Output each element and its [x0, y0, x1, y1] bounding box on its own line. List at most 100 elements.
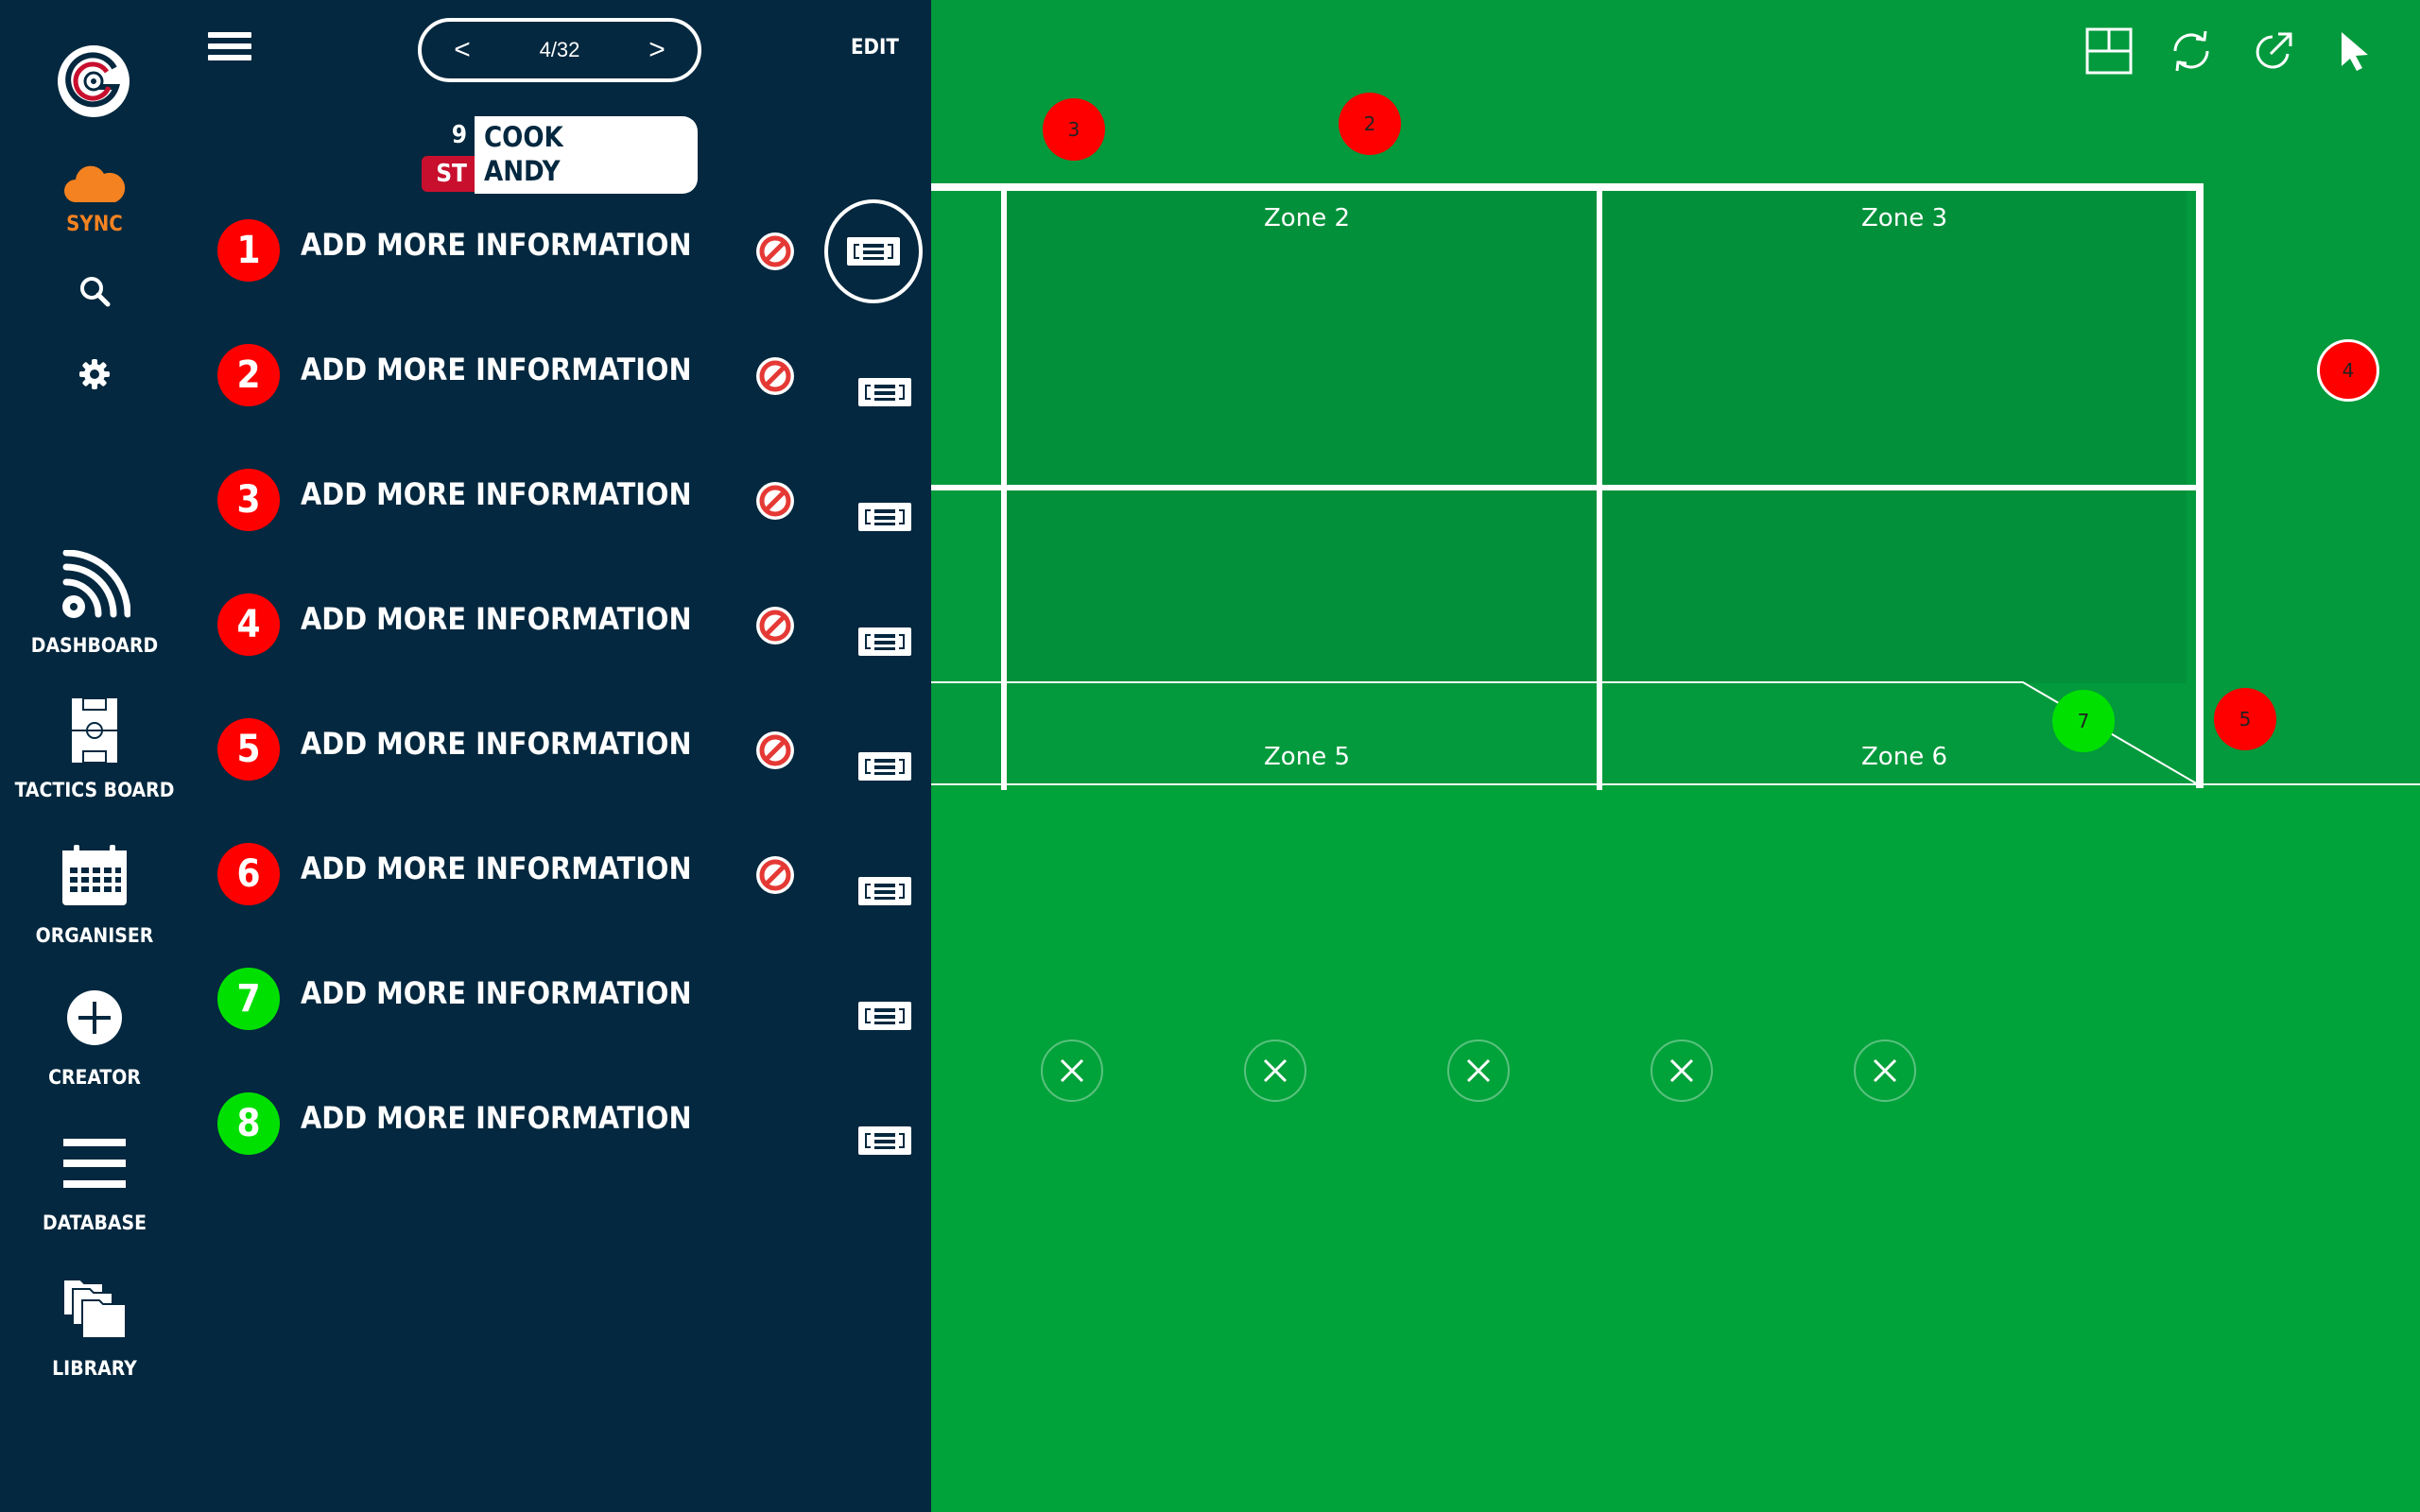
refresh-button[interactable] — [2165, 25, 2218, 77]
list-item[interactable]: 8 ADD MORE INFORMATION — [217, 1055, 926, 1179]
player-name: COOK ANDY — [475, 116, 698, 194]
zone-2-label: Zone 2 — [1264, 204, 1350, 232]
page-count: 4/32 — [539, 38, 580, 61]
settings-button[interactable] — [66, 346, 123, 403]
player-firstname: ANDY — [484, 155, 561, 187]
player-position: ST — [422, 156, 475, 192]
player-marker-2[interactable]: 2 — [1339, 93, 1401, 155]
nav-tactics-board[interactable]: TACTICS BOARD — [0, 688, 189, 801]
prohibit-icon[interactable] — [754, 854, 796, 896]
list-item[interactable]: 4 ADD MORE INFORMATION — [217, 556, 926, 680]
close-icon — [1669, 1058, 1694, 1083]
video-card-button[interactable] — [841, 1097, 928, 1184]
share-icon — [2256, 32, 2292, 69]
tactics-pitch[interactable]: Zone 2 Zone 3 Zone 5 Zone 6 3 2 4 7 5 — [931, 0, 2420, 1512]
empty-slot-button[interactable] — [1244, 1040, 1306, 1102]
list-item[interactable]: 1 ADD MORE INFORMATION — [217, 181, 926, 306]
menu-button[interactable] — [208, 32, 251, 66]
player-marker-7[interactable]: 7 — [2052, 690, 2115, 752]
empty-slot-button[interactable] — [1447, 1040, 1510, 1102]
item-add-info-text[interactable]: ADD MORE INFORMATION — [301, 352, 692, 387]
prohibit-icon[interactable] — [754, 355, 796, 397]
item-number-badge: 1 — [217, 219, 280, 282]
video-card-button[interactable] — [841, 723, 928, 810]
folders-icon — [0, 1266, 189, 1351]
search-button[interactable] — [66, 263, 123, 319]
plus-icon — [0, 975, 189, 1060]
next-button[interactable]: > — [648, 34, 666, 65]
empty-slot-button[interactable] — [1041, 1040, 1103, 1102]
prohibit-icon[interactable] — [754, 480, 796, 522]
sync-button[interactable]: SYNC — [55, 163, 134, 236]
nav-organiser[interactable]: ORGANISER — [0, 833, 189, 947]
video-card-icon — [858, 627, 911, 656]
video-card-button[interactable] — [841, 972, 928, 1059]
logo-icon — [61, 49, 126, 113]
item-number-badge: 4 — [217, 593, 280, 656]
calendar-icon — [0, 833, 189, 919]
item-add-info-text[interactable]: ADD MORE INFORMATION — [301, 476, 692, 512]
zone-6-label: Zone 6 — [1861, 743, 1947, 771]
player-number: 9 — [451, 121, 467, 149]
video-card-icon — [858, 503, 911, 531]
video-card-button[interactable] — [841, 848, 928, 935]
nav-dashboard[interactable]: DASHBOARD — [0, 543, 189, 657]
video-card-button[interactable] — [824, 199, 923, 303]
nav-database[interactable]: DATABASE — [0, 1121, 189, 1234]
search-icon — [80, 277, 111, 307]
video-card-icon — [847, 237, 900, 266]
hamburger-line — [208, 55, 251, 60]
prev-button[interactable]: < — [454, 34, 471, 65]
video-card-icon — [858, 378, 911, 406]
list-item[interactable]: 7 ADD MORE INFORMATION — [217, 930, 926, 1055]
list-item[interactable]: 5 ADD MORE INFORMATION — [217, 680, 926, 805]
video-card-button[interactable] — [841, 473, 928, 560]
list-item[interactable]: 3 ADD MORE INFORMATION — [217, 431, 926, 556]
prohibit-icon[interactable] — [754, 231, 796, 272]
tactics-board-icon — [0, 688, 189, 773]
prohibit-icon[interactable] — [754, 605, 796, 646]
video-card-icon — [858, 752, 911, 781]
video-card-icon — [858, 1126, 911, 1155]
video-card-icon — [858, 1002, 911, 1030]
info-panel: < 4/32 > EDIT 9 ST COOK ANDY 1 ADD MORE I… — [189, 0, 931, 1512]
item-add-info-text[interactable]: ADD MORE INFORMATION — [301, 975, 692, 1011]
nav-creator[interactable]: CREATOR — [0, 975, 189, 1089]
zone-3-label: Zone 3 — [1861, 204, 1947, 232]
prohibit-icon[interactable] — [754, 730, 796, 771]
zone-5-label: Zone 5 — [1264, 743, 1350, 771]
item-number-badge: 8 — [217, 1092, 280, 1155]
nav-organiser-label: ORGANISER — [35, 924, 154, 947]
edit-button[interactable]: EDIT — [851, 36, 899, 60]
gear-icon — [79, 359, 110, 389]
item-add-info-text[interactable]: ADD MORE INFORMATION — [301, 726, 692, 762]
item-add-info-text[interactable]: ADD MORE INFORMATION — [301, 1100, 692, 1136]
item-add-info-text[interactable]: ADD MORE INFORMATION — [301, 227, 692, 263]
nav-creator-label: CREATOR — [48, 1066, 141, 1089]
list-item[interactable]: 2 ADD MORE INFORMATION — [217, 306, 926, 431]
video-card-button[interactable] — [841, 598, 928, 685]
nav-library[interactable]: LIBRARY — [0, 1266, 189, 1380]
video-card-button[interactable] — [841, 349, 928, 436]
player-surname: COOK — [484, 121, 563, 153]
player-marker-5[interactable]: 5 — [2214, 688, 2276, 750]
empty-slot-button[interactable] — [1854, 1040, 1916, 1102]
empty-slot-button[interactable] — [1651, 1040, 1713, 1102]
player-card[interactable]: 9 ST COOK ANDY — [422, 116, 698, 194]
player-marker-3[interactable]: 3 — [1043, 98, 1105, 161]
app-logo[interactable] — [58, 45, 130, 117]
grid-layout-icon — [2085, 27, 2133, 75]
share-button[interactable] — [2247, 25, 2300, 77]
cursor-icon — [2342, 32, 2368, 71]
layout-button[interactable] — [2083, 25, 2135, 77]
item-add-info-text[interactable]: ADD MORE INFORMATION — [301, 601, 692, 637]
player-marker-4[interactable]: 4 — [2317, 339, 2379, 402]
pitch-lines — [931, 0, 2420, 790]
pointer-tool-button[interactable] — [2328, 25, 2381, 77]
list-icon — [0, 1121, 189, 1206]
video-card-icon — [858, 877, 911, 905]
list-item[interactable]: 6 ADD MORE INFORMATION — [217, 805, 926, 930]
item-add-info-text[interactable]: ADD MORE INFORMATION — [301, 850, 692, 886]
sync-label: SYNC — [66, 213, 123, 236]
nav-rail: SYNC D — [0, 0, 189, 1512]
